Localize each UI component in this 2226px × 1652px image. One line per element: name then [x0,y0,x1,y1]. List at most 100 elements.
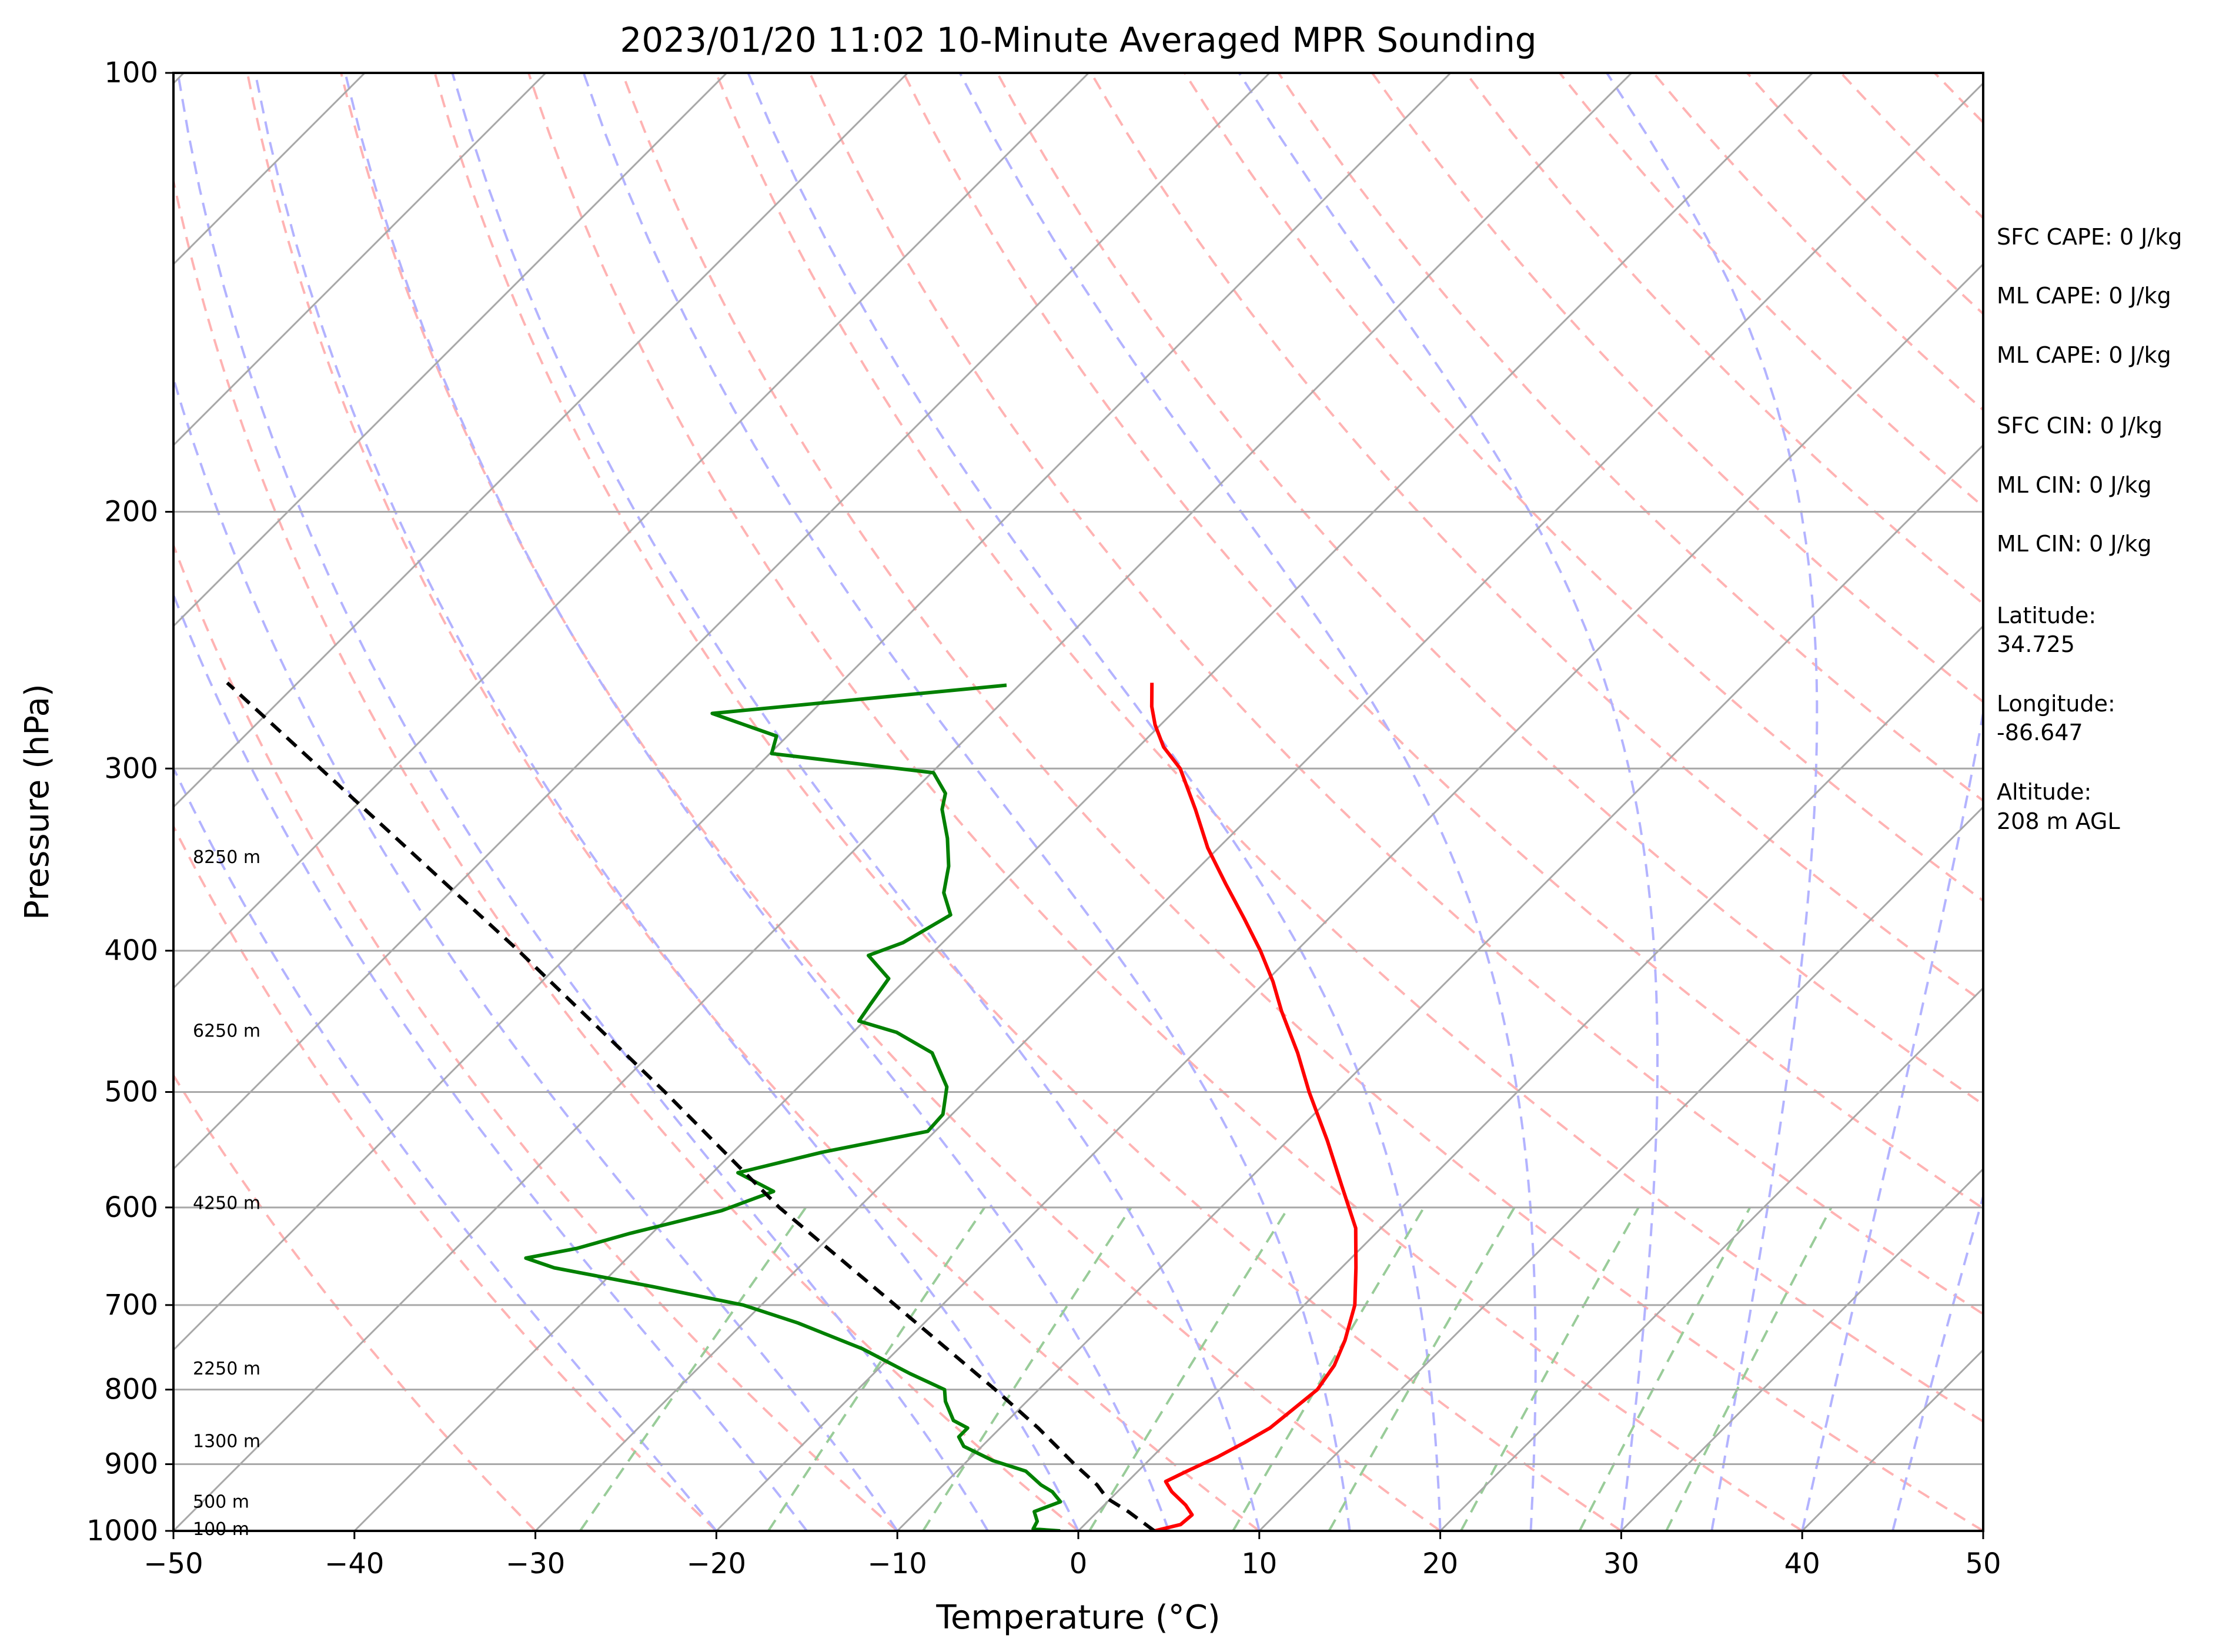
height-label: 2250 m [193,1359,260,1379]
isotherm-line [173,73,1089,989]
isotherm-line [1258,805,1983,1531]
sfc-cin-text: SFC CIN: 0 J/kg [1997,413,2163,439]
temperature-profile-line [1149,683,1358,1531]
moist-adiabat-line [1606,73,1819,1531]
dry-adiabat-line [996,73,1983,1106]
isotherm-line [1077,624,1983,1531]
height-label: 500 m [193,1492,249,1512]
dry-adiabat-line [173,1073,537,1531]
x-tick-label: −40 [325,1547,384,1580]
isotherm-line [716,263,1983,1531]
isotherm-line [0,73,3,1531]
height-label: 100 m [193,1519,249,1540]
dry-adiabat-line [527,73,1803,1531]
isotherm-line [173,73,908,808]
mixing-ratio-line [1328,1206,1516,1531]
x-tick-label: 50 [1965,1547,2001,1580]
altitude-label: Altitude: [1997,779,2091,805]
x-tick-label: 20 [1422,1547,1458,1580]
dry-adiabat-line [808,73,1983,1316]
plot-area [0,73,1983,1531]
height-label: 8250 m [193,847,260,868]
y-axis-ticks: 1000 900 800 700 600 500 400 300 200 100 [86,56,173,1547]
ml-cape-text-2: ML CAPE: 0 J/kg [1997,342,2171,368]
isotherm-line [1439,986,1983,1531]
sfc-cape-text: SFC CAPE: 0 J/kg [1997,224,2182,250]
altitude-value: 208 m AGL [1997,808,2120,834]
ml-cin-text: ML CIN: 0 J/kg [1997,472,2151,498]
moist-adiabat-line [747,73,1442,1531]
dry-adiabat-line [1277,73,1983,802]
moist-adiabat-line [173,374,898,1531]
plot-background [173,73,1983,1531]
y-tick-label: 300 [104,752,158,785]
chart-title: 2023/01/20 11:02 10-Minute Averaged MPR … [620,20,1536,60]
isotherm-line [1620,1168,1983,1531]
moist-adiabat-line [173,765,717,1531]
sounding-info: SFC CAPE: 0 J/kg ML CAPE: 0 J/kg ML CAPE… [1997,224,2182,834]
x-tick-label: −10 [868,1547,927,1580]
y-tick-label: 900 [104,1448,158,1481]
y-axis-label: Pressure (hPa) [18,684,56,920]
dry-adiabat-line [621,73,1983,1531]
moist-adiabat-line [958,73,1537,1531]
x-tick-label: −20 [687,1547,746,1580]
mixing-ratio-line [1232,1206,1425,1531]
height-label: 6250 m [193,1021,260,1041]
y-tick-label: 1000 [86,1514,158,1547]
dry-adiabat-line [246,73,1261,1531]
x-tick-label: 10 [1241,1547,1277,1580]
isobars [173,73,1983,1531]
height-label: 4250 m [193,1193,260,1214]
isotherm-line [897,444,1983,1531]
isotherm-line [173,73,1271,1171]
latitude-label: Latitude: [1997,603,2096,628]
longitude-label: Longitude: [1997,691,2115,717]
y-tick-label: 800 [104,1373,158,1406]
dry-adiabat-line [714,73,1983,1423]
moist-adiabats [173,73,1983,1531]
isotherm-line [353,73,1813,1531]
ml-cin-text-2: ML CIN: 0 J/kg [1997,531,2151,557]
dry-adiabat-line [1089,73,1983,1004]
y-tick-label: 500 [104,1075,158,1108]
moist-adiabat-line [1801,707,1983,1531]
isotherms [0,73,1983,1531]
moist-adiabat-line [344,73,1170,1531]
ml-cape-text: ML CAPE: 0 J/kg [1997,283,2171,309]
y-tick-label: 200 [104,496,158,529]
longitude-value: -86.647 [1997,720,2083,745]
moist-adiabat-line [451,73,1261,1531]
moist-adiabat-line [582,73,1351,1531]
dewpoint-profile-line [524,683,1062,1531]
height-labels: 100 m 500 m 1300 m 2250 m 4250 m 6250 m 8250 m [193,847,260,1540]
isotherm-line [173,73,728,628]
sounding-series [226,681,1358,1531]
x-tick-label: 0 [1069,1547,1088,1580]
dry-adiabat-line [433,73,1622,1531]
x-tick-label: 40 [1784,1547,1820,1580]
parcel-profile-line [226,681,1156,1531]
moist-adiabat-line [1891,1192,1983,1531]
isotherm-line [173,73,1452,1352]
dry-adiabat-line [173,541,898,1531]
dry-adiabat-line [173,175,1079,1531]
mixing-ratio-line [922,1206,1132,1531]
x-axis-label: Temperature (°C) [935,1599,1220,1637]
moist-adiabat-line [254,73,1079,1531]
x-tick-label: −50 [143,1547,203,1580]
y-tick-label: 600 [104,1191,158,1224]
height-label: 1300 m [193,1432,260,1452]
isotherm-line [173,73,547,447]
isotherm-line [534,82,1983,1531]
x-tick-label: −30 [506,1547,565,1580]
moist-adiabat-line [176,73,989,1531]
dry-adiabat-line [173,824,717,1531]
isotherm-line [173,73,1633,1531]
y-tick-label: 700 [104,1289,158,1322]
y-tick-label: 100 [104,56,158,89]
x-tick-label: 30 [1603,1547,1639,1580]
mixing-ratio-line [1088,1206,1290,1531]
moist-adiabat-line [173,591,808,1531]
